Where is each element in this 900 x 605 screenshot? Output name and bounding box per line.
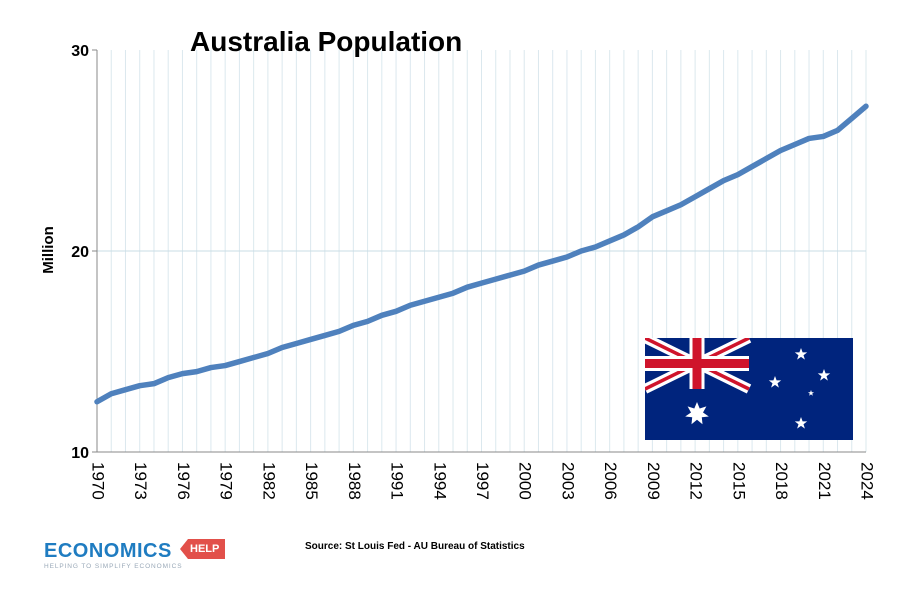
x-tick-label: 1985 (302, 462, 321, 500)
source-note: Source: St Louis Fed - AU Bureau of Stat… (305, 541, 525, 552)
x-tick-label: 2009 (644, 462, 663, 500)
x-tick-label: 1973 (131, 462, 150, 500)
y-tick-label: 10 (71, 445, 89, 462)
chart-title: Australia Population (190, 26, 463, 57)
y-axis-label: Million (40, 226, 57, 274)
axes (92, 49, 866, 453)
australian-flag-image (645, 338, 853, 440)
logo-word: ECONOMICS (44, 540, 172, 562)
x-tick-label: 2015 (729, 462, 748, 500)
x-tick-label: 2018 (772, 462, 791, 500)
x-tick-label: 1982 (259, 462, 278, 500)
series-line (94, 103, 869, 405)
x-tick-label: 1979 (217, 462, 236, 500)
x-tick-label: 2006 (601, 462, 620, 500)
x-tick-label: 2024 (858, 462, 877, 500)
x-tick-label: 1970 (89, 462, 108, 500)
logo-tag: HELP (180, 539, 226, 559)
x-tick-label: 1991 (388, 462, 407, 500)
y-tick-label: 30 (71, 43, 89, 60)
x-tick-label: 1988 (345, 462, 364, 500)
economics-help-logo: ECONOMICS HELP HELPING TO SIMPLIFY ECONO… (44, 539, 244, 574)
x-tick-label: 2003 (558, 462, 577, 500)
series-layer (94, 103, 869, 405)
y-tick-labels: 10 20 30 (71, 43, 89, 462)
x-tick-label: 1976 (174, 462, 193, 500)
x-tick-label: 2000 (516, 462, 535, 500)
logo-tagline: HELPING TO SIMPLIFY ECONOMICS (44, 563, 183, 570)
x-tick-label: 1994 (430, 462, 449, 500)
y-tick-label: 20 (71, 244, 89, 261)
x-tick-labels: 1970 1973 1976 1979 1982 1985 1988 1991 1994 1997… (89, 462, 877, 500)
x-tick-label: 2012 (687, 462, 706, 500)
x-tick-label: 2021 (815, 462, 834, 500)
x-tick-label: 1997 (473, 462, 492, 500)
